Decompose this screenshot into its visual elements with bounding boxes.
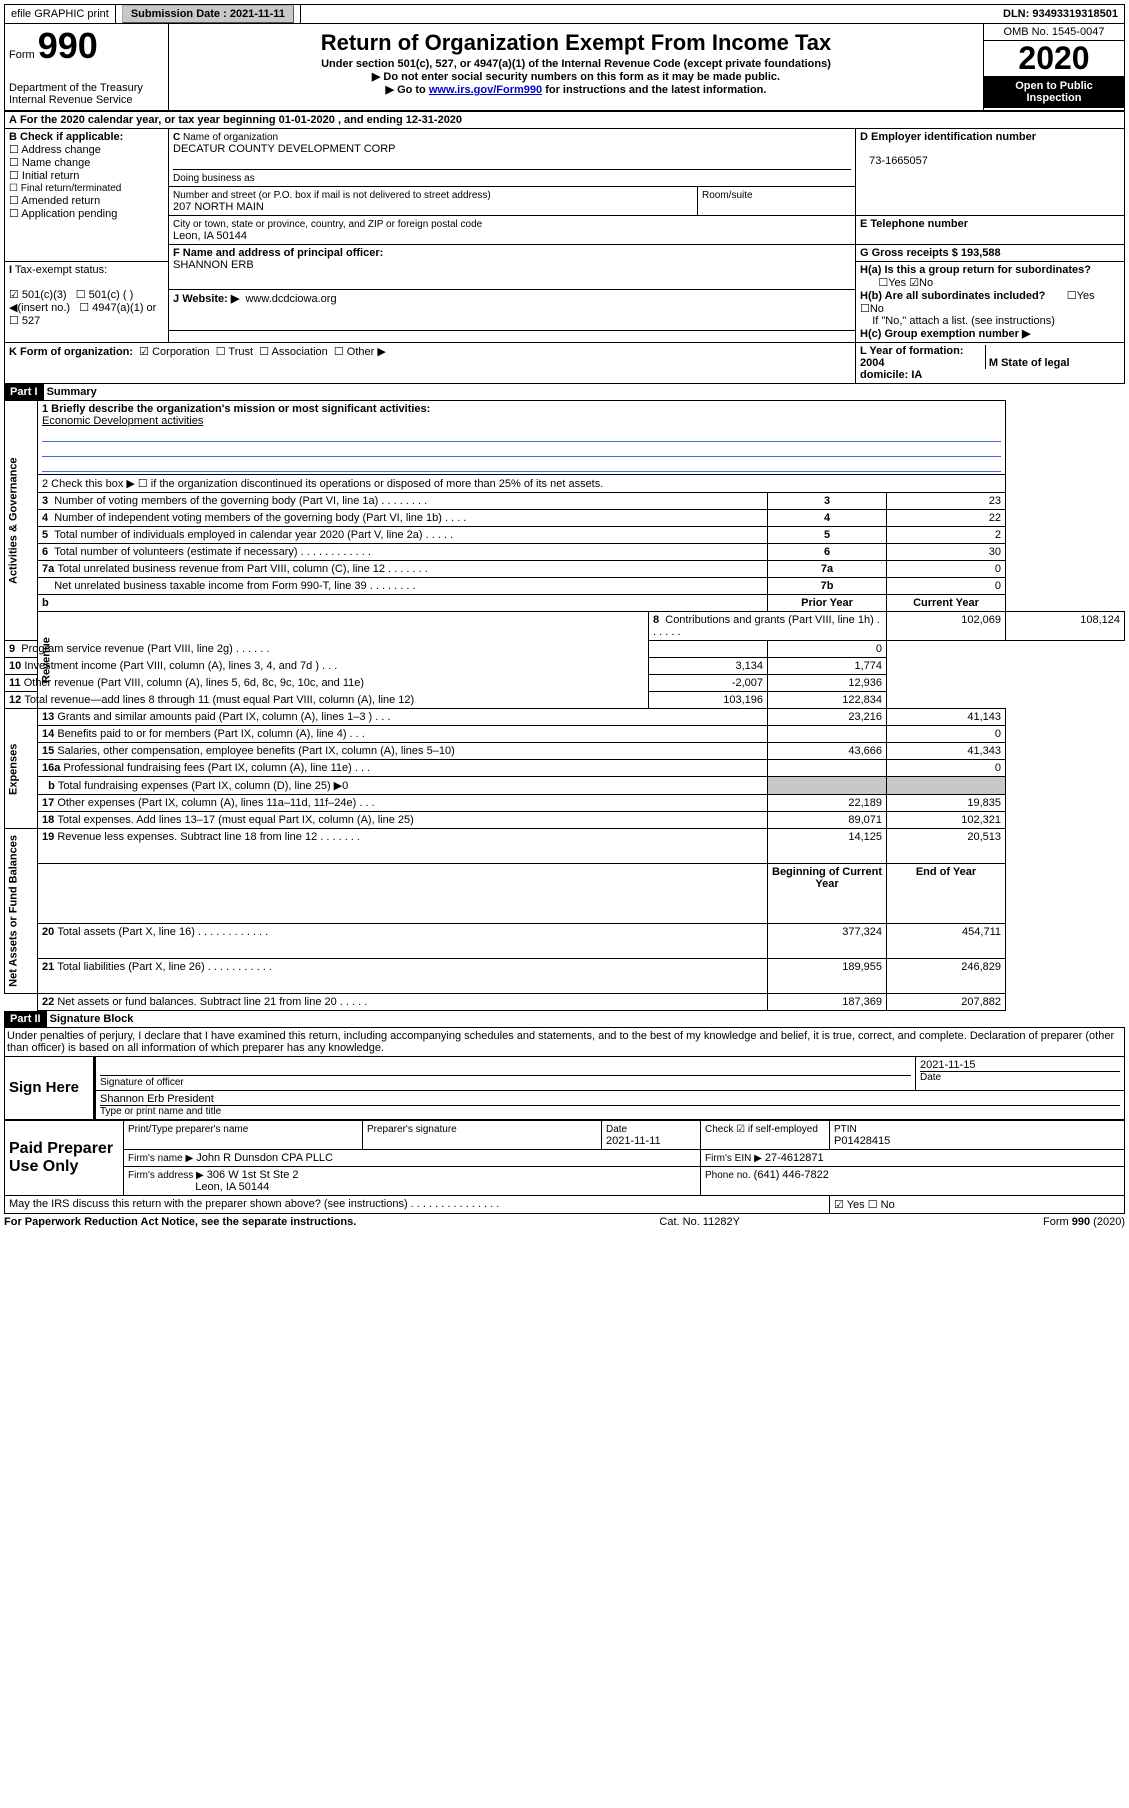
firm-ein: 27-4612871	[765, 1152, 824, 1164]
mission: Economic Development activities	[42, 415, 203, 427]
sig-date: 2021-11-15	[920, 1059, 975, 1071]
chk-discuss-yes[interactable]: ☑ Yes	[834, 1199, 865, 1211]
dln-label: DLN: 93493319318501	[997, 5, 1124, 23]
vlabel-net: Net Assets or Fund Balances	[5, 829, 38, 994]
g-label: G Gross receipts $ 193,588	[860, 247, 1001, 259]
footer-right: Form 990 (2020)	[1043, 1216, 1125, 1228]
chk-name[interactable]: ☐ Name change	[9, 157, 90, 169]
form-label: Form	[9, 49, 35, 61]
irs-link[interactable]: www.irs.gov/Form990	[429, 84, 542, 96]
discuss-label: May the IRS discuss this return with the…	[5, 1195, 830, 1213]
ha-label: H(a) Is this a group return for subordin…	[860, 264, 1091, 276]
efile-label: efile GRAPHIC print	[5, 5, 116, 23]
chk-corp[interactable]: ☑ Corporation	[139, 346, 209, 358]
vlabel-exp: Expenses	[5, 709, 38, 829]
omb-label: OMB No. 1545-0047	[984, 24, 1124, 41]
chk-initial[interactable]: ☐ Initial return	[9, 170, 79, 182]
j-label: Website: ▶	[182, 293, 239, 305]
chk-amended[interactable]: ☐ Amended return	[9, 195, 100, 207]
part1-title: Summary	[47, 386, 97, 398]
entity-info-table: A For the 2020 calendar year, or tax yea…	[4, 111, 1125, 384]
sig-officer-label: Signature of officer	[100, 1077, 184, 1088]
note-1: ▶ Do not enter social security numbers o…	[173, 70, 979, 83]
f-label: F Name and address of principal officer:	[173, 247, 383, 259]
footer-mid: Cat. No. 11282Y	[659, 1216, 740, 1228]
penalties-text: Under penalties of perjury, I declare th…	[4, 1027, 1125, 1056]
c-label: C Name of organization	[173, 132, 278, 143]
ein: 73-1665057	[869, 155, 928, 167]
website: www.dcdciowa.org	[245, 293, 336, 305]
hb-note: If "No," attach a list. (see instruction…	[872, 315, 1055, 327]
summary-table: Activities & Governance 1 Briefly descri…	[4, 400, 1125, 1011]
signature-table: Sign Here Signature of officer 2021-11-1…	[4, 1056, 1125, 1120]
b-label: B Check if applicable:	[9, 131, 123, 143]
period-label: A For the 2020 calendar year, or tax yea…	[5, 112, 1125, 129]
page-footer: For Paperwork Reduction Act Notice, see …	[4, 1214, 1125, 1230]
chk-address[interactable]: ☐ Address change	[9, 144, 101, 156]
line1-label: 1 Briefly describe the organization's mi…	[42, 403, 430, 415]
street-label: Number and street (or P.O. box if mail i…	[173, 190, 491, 201]
room-label: Room/suite	[702, 190, 753, 201]
chk-4947[interactable]: ☐ 4947(a)(1) or	[79, 302, 156, 314]
dept-label: Department of the TreasuryInternal Reven…	[9, 82, 164, 106]
line2: 2 Check this box ▶ ☐ if the organization…	[38, 475, 1006, 493]
vlabel-rev: Revenue	[38, 612, 649, 709]
submission-button[interactable]: Submission Date : 2021-11-11	[122, 5, 294, 23]
form-title: Return of Organization Exempt From Incom…	[173, 30, 979, 56]
chk-pending[interactable]: ☐ Application pending	[9, 208, 117, 220]
street: 207 NORTH MAIN	[173, 201, 264, 213]
preparer-table: Paid Preparer Use Only Print/Type prepar…	[4, 1120, 1125, 1214]
paid-prep-label: Paid Preparer Use Only	[5, 1120, 124, 1195]
part2-title: Signature Block	[50, 1013, 134, 1025]
d-label: D Employer identification number	[860, 131, 1036, 143]
inspection-label: Open to Public Inspection	[984, 76, 1124, 108]
part1-header: Part I Summary	[4, 384, 1125, 400]
chk-self-employed[interactable]: Check ☑ if self-employed	[705, 1124, 818, 1135]
chk-final[interactable]: ☐ Final return/terminated	[9, 183, 121, 194]
k-label: K Form of organization:	[9, 346, 133, 358]
note-2: ▶ Go to www.irs.gov/Form990 for instruct…	[173, 83, 979, 96]
city: Leon, IA 50144	[173, 230, 247, 242]
chk-other[interactable]: ☐ Other ▶	[334, 346, 386, 358]
chk-527[interactable]: ☐ 527	[9, 315, 40, 327]
hc-label: H(c) Group exemption number ▶	[860, 328, 1030, 340]
firm-name: John R Dunsdon CPA PLLC	[196, 1152, 333, 1164]
phone: (641) 446-7822	[754, 1169, 829, 1181]
dba-label: Doing business as	[173, 173, 255, 184]
form-header: Form 990 Department of the TreasuryInter…	[4, 24, 1125, 111]
sign-here-label: Sign Here	[5, 1056, 95, 1119]
form-number: 990	[38, 25, 98, 66]
footer-left: For Paperwork Reduction Act Notice, see …	[4, 1216, 356, 1228]
chk-assoc[interactable]: ☐ Association	[259, 346, 328, 358]
chk-trust[interactable]: ☐ Trust	[216, 346, 253, 358]
form-subtitle: Under section 501(c), 527, or 4947(a)(1)…	[173, 58, 979, 70]
tax-year: 2020	[984, 41, 1124, 76]
i-label: Tax-exempt status:	[15, 264, 107, 276]
org-name: DECATUR COUNTY DEVELOPMENT CORP	[173, 143, 395, 155]
city-label: City or town, state or province, country…	[173, 219, 482, 230]
chk-discuss-no[interactable]: ☐ No	[868, 1199, 895, 1211]
officer-name: SHANNON ERB	[173, 259, 254, 271]
sig-name: Shannon Erb President	[100, 1093, 214, 1105]
l-label: L Year of formation: 2004	[860, 345, 964, 369]
vlabel-gov: Activities & Governance	[5, 401, 38, 641]
top-bar: efile GRAPHIC print Submission Date : 20…	[4, 4, 1125, 24]
ptin: P01428415	[834, 1135, 890, 1147]
hb-label: H(b) Are all subordinates included?	[860, 290, 1045, 302]
chk-501c3[interactable]: ☑ 501(c)(3)	[9, 289, 67, 301]
e-label: E Telephone number	[860, 218, 968, 230]
part2-header: Part II Signature Block	[4, 1011, 1125, 1027]
